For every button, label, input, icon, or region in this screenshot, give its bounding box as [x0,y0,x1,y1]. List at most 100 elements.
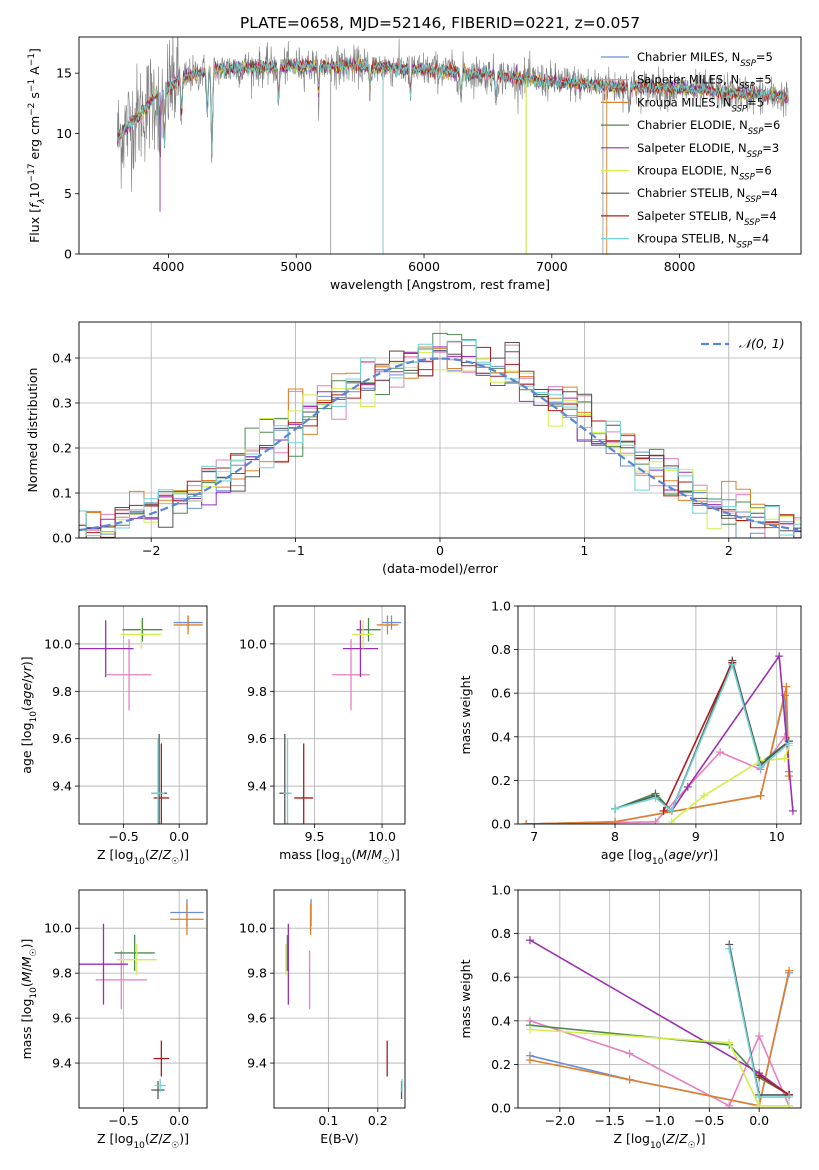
axes-frame [273,889,406,1109]
x-tick-label: 0 [436,543,444,558]
x-axis-label: age [log10(age/yr)] [601,847,718,867]
weight-marker [725,1101,734,1108]
axes-frame [78,36,802,255]
weight-line-salpeter-stelib [662,662,734,812]
errorbar-kroupa-miles [173,615,203,635]
errorbar-kroupa-miles [376,615,399,635]
y-tick-label: 0.2 [52,441,72,456]
x-tick-label: 6000 [408,259,440,274]
weight-marker [699,791,708,800]
weight-marker [611,817,620,824]
plot-area-residuals [79,322,801,538]
weight-marker [788,806,797,815]
y-tick-label: 0.4 [491,729,511,744]
y-tick-label: 0.8 [491,642,511,657]
x-tick-label: −0.5 [694,1113,724,1128]
weight-line-chabrier-miles [526,695,790,824]
y-tick-label: 1.0 [491,883,511,898]
y-tick-label: 9.6 [247,731,267,746]
y-axis-label: Flux [fλ10−17 erg cm−2 s−1 A−1] [27,48,47,243]
weight-marker [780,754,789,763]
y-tick-label: 9.8 [52,966,72,981]
weight-marker [611,804,620,813]
weight-line-chabrier-elodie [529,1024,790,1096]
weight-marker [651,817,660,824]
errorbar-kroupa-stelib [283,738,292,824]
weight-marker [667,806,676,815]
y-tick-label: 0.8 [491,926,511,941]
y-tick-label: 10 [56,126,72,141]
legend-label: Chabrier MILES, NSSP=5 [637,50,773,69]
errorbar-salpeter-stelib [294,743,314,824]
errorbar-kroupa-elodie [121,620,162,649]
y-tick-label: 5 [64,186,72,201]
weight-marker [522,820,531,824]
legend-label: Chabrier STELIB, NSSP=4 [637,186,778,205]
panel-age_vs_mass: 9.5 10.0 9.4 9.6 9.8 10.0 mass [log10(M/M☉)] [239,605,406,867]
weight-marker [785,966,794,975]
panel-mass_vs_Z: −0.5 0.0 9.4 9.6 9.8 10.0 Z [log10(Z/Z☉)] mass … [19,889,208,1151]
legend-label: Kroupa ELODIE, NSSP=6 [637,164,772,183]
weight-marker [659,806,668,815]
y-tick-label: 9.4 [247,779,267,794]
errorbar-salpeter-miles [106,639,152,711]
y-tick-label: 9.8 [247,684,267,699]
y-tick-label: 0.1 [52,486,72,501]
weight-marker [525,1056,534,1065]
figure-title: PLATE=0658, MJD=52146, FIBERID=0221, z=0… [240,14,640,32]
weight-marker [755,1032,764,1041]
y-tick-label: 0.2 [491,773,511,788]
errorbar-chabrier-elodie [114,934,155,971]
weight-marker [756,763,765,772]
x-axis-label: wavelength [Angstrom, rest frame] [330,277,550,292]
x-tick-label: −2.0 [545,1113,575,1128]
errorbar-salpeter-elodie [79,923,128,1005]
weight-marker [782,682,791,691]
weight-marker [716,748,725,757]
y-tick-label: 9.6 [52,1011,72,1026]
weight-line-chabrier-stelib [614,657,790,813]
legend-label: Salpeter ELODIE, NSSP=3 [637,141,779,160]
weight-line-salpeter-elodie [670,653,794,812]
weight-marker [756,791,765,800]
weight-marker [683,782,692,791]
x-tick-label: 10.0 [368,829,396,844]
y-tick-label: 0.4 [491,1013,511,1028]
y-axis-label: Normed distribution [25,368,40,493]
y-tick-label: 0.0 [491,1101,511,1116]
x-tick-label: 0.2 [368,1113,388,1128]
y-tick-label: 0.6 [491,686,511,701]
errorbar-salpeter-elodie [342,620,378,678]
weight-line-kroupa-miles [526,686,790,824]
y-axis-label: mass weight [458,959,473,1038]
weight-marker [755,1093,764,1102]
errorbar-kroupa-elodie [116,943,157,976]
weight-marker [667,817,676,824]
model-spectrum-salpeter-stelib [117,55,789,159]
panel-residuals: −2 −1 0 1 2 0.0 0.1 0.2 0.3 0.4 (data-model)/error… [25,321,802,576]
x-axis-label: mass [log10(M/M☉)] [279,847,400,867]
weight-marker [784,739,793,748]
y-tick-label: 9.4 [247,1056,267,1071]
y-tick-label: 10.0 [44,636,72,651]
weight-marker [651,793,660,802]
x-tick-label: 7 [530,829,538,844]
x-axis-label: Z [log10(Z/Z☉)] [613,1131,705,1151]
x-axis-label: E(B-V) [320,1131,359,1146]
y-tick-label: 0.2 [491,1057,511,1072]
y-tick-label: 9.6 [247,1011,267,1026]
errorbar-salpeter-stelib [153,743,170,824]
errorbar-salpeter-miles [332,639,370,711]
x-tick-label: −1.0 [644,1113,674,1128]
y-axis-label: mass [log10(M/M☉)] [19,939,39,1060]
axes-frame [78,889,208,1109]
normal-curve [79,357,799,532]
panel-spectrum: 4000 5000 6000 7000 8000 0 5 10 15 wavelength [An… [27,36,802,292]
errorbar-salpeter-stelib [153,1040,170,1077]
errorbar-chabrier-stelib [151,1081,165,1100]
x-tick-label: 7000 [536,259,568,274]
weight-marker [725,944,734,953]
weight-line-kroupa-elodie [529,1028,789,1107]
panel-age_vs_Z: −0.5 0.0 9.4 9.6 9.8 10.0 Z [log10(Z/Z☉)] age [… [19,605,208,867]
panel-mass_vs_ebv: 0.1 0.2 9.4 9.6 9.8 10.0 E(B-V) [239,889,406,1146]
